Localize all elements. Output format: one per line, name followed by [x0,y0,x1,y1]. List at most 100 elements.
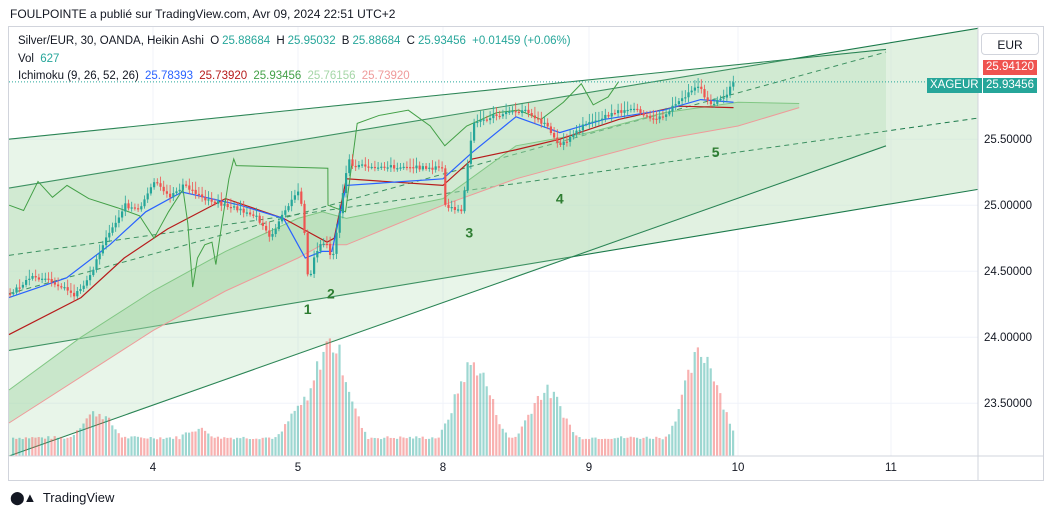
volume-bar [517,433,520,456]
volume-bar [149,437,152,456]
candle-body [169,193,172,198]
volume-bar [527,414,530,456]
chikou-line [9,81,619,288]
volume-bar [85,418,88,456]
volume-bar [66,437,69,456]
volume-bar [101,419,104,456]
candle-body [514,111,517,113]
low-label: B [341,35,350,47]
volume-bar [357,416,360,456]
volume-bar [712,381,715,456]
candle-body [281,214,284,222]
candle-body [629,108,632,111]
candle-body [489,118,492,121]
candle-body [85,280,88,286]
candle-body [463,190,466,212]
volume-bar [690,372,693,456]
candle-body [623,110,626,113]
candle-body [255,215,258,217]
candle-body [271,234,274,237]
volume-bar [354,408,357,456]
candle-body [146,193,149,200]
candle-body [149,187,152,194]
footer-brand[interactable]: ⬤▲ TradingView [10,490,114,506]
volume-bar [706,356,709,456]
candle-body [329,243,332,255]
volume-bar [466,362,469,456]
volume-bar [549,398,552,456]
close-label: C [406,35,415,47]
candle-body [28,278,31,280]
currency-button[interactable]: EUR [981,33,1039,55]
volume-bar [178,439,181,456]
volume-bar [82,423,85,456]
volume-bar [431,437,434,456]
candle-body [127,203,130,209]
candle-body [684,97,687,99]
candle-body [79,288,82,292]
volume-bar [268,437,271,456]
candle-body [607,114,610,117]
volume-bar [722,409,725,456]
volume-bar [658,437,661,456]
candle-body [15,287,18,293]
ohlc-legend: Silver/EUR, 30, OANDA, Heikin Ashi O 25.8… [18,35,574,47]
volume-bar [476,375,479,456]
candle-body [226,203,229,208]
volume-bar [530,413,533,456]
high-price-tag: 25.94120 [983,60,1037,75]
volume-bar [40,437,43,456]
high-value: 25.95032 [287,35,336,47]
candle-body [34,276,37,278]
volume-bar [479,373,482,456]
candle-body [527,109,530,114]
symbol-label[interactable]: Silver/EUR, 30, OANDA, Heikin Ashi [18,35,204,47]
candle-body [178,189,181,192]
candle-body [137,208,140,210]
candle-body [706,97,709,101]
pitchfork-lower-line [8,145,887,457]
volume-bar [610,438,613,456]
volume-bar [418,438,421,456]
y-tick-label: 24.00000 [984,332,1032,344]
candle-body [229,207,232,209]
candle-body [693,87,696,91]
candle-body [18,287,21,289]
candle-body [677,101,680,105]
candle-body [373,166,376,169]
volume-bar [242,436,245,456]
candle-body [517,111,520,114]
volume-bar [728,423,731,456]
volume-bar [485,386,488,456]
channel-lower-line [8,188,979,351]
volume-bar [383,437,386,456]
volume-bar [581,439,584,456]
volume-bar [725,412,728,456]
candle-body [159,183,162,187]
candle-body [562,141,565,145]
volume-bar [223,437,226,456]
candle-body [620,110,623,113]
volume-bar [277,434,280,456]
ichimoku-legend[interactable]: Ichimoku (9, 26, 52, 26) 25.78393 25.739… [18,70,413,82]
volume-legend[interactable]: Vol 627 [18,53,62,65]
volume-bar [508,437,511,456]
volume-bar [232,439,235,456]
volume-bar [53,436,56,456]
candle-body [412,167,415,169]
volume-bar [674,421,677,456]
volume-bar [319,369,322,456]
volume-bar [460,381,463,456]
candle-body [316,250,319,258]
candle-body [434,166,437,170]
ichimoku-senkou-a-value: 25.76156 [307,70,356,82]
volume-bar [197,428,200,456]
volume-bar [332,352,335,456]
candle-body [233,206,236,208]
candle-body [57,284,60,287]
volume-bar [421,436,424,456]
volume-bar [335,353,338,456]
volume-bar [629,436,632,456]
candle-body [460,209,463,212]
